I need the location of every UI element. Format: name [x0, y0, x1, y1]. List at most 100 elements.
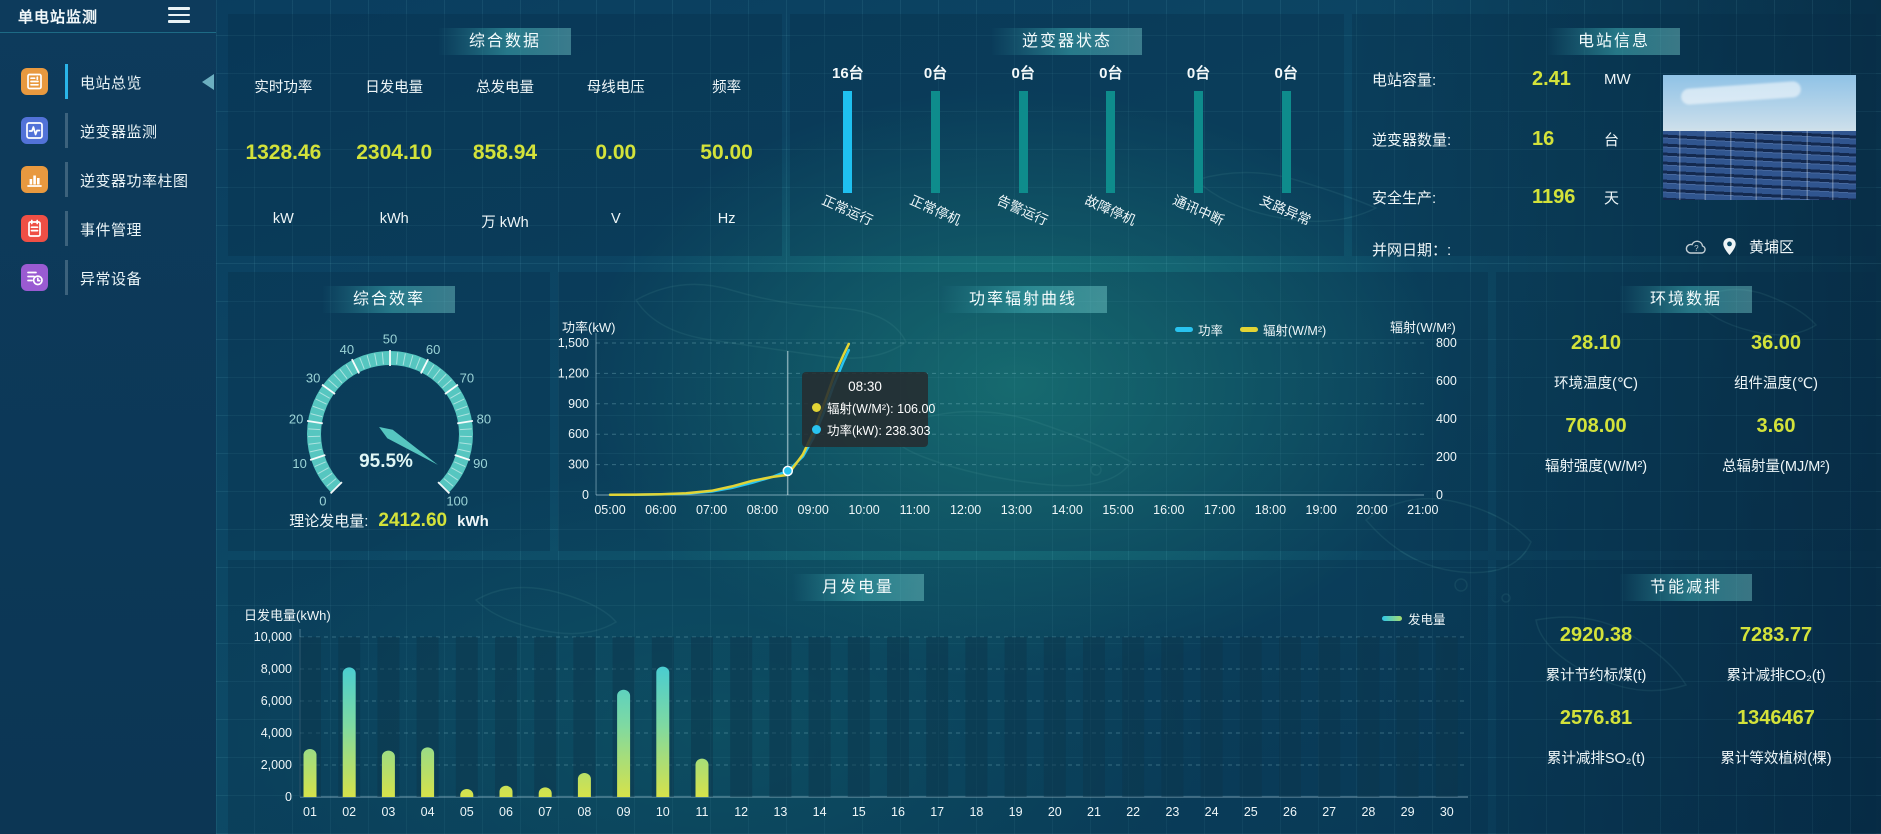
daily-bar-01[interactable]: [303, 749, 317, 797]
hamburger-menu-icon[interactable]: [168, 7, 190, 27]
station-info-panel: 电站信息 电站容量: 2.41 MW 逆变器数量: 16 台 安全生产: 119…: [1352, 14, 1876, 259]
svg-text:600: 600: [1436, 374, 1457, 388]
daily-bar-08[interactable]: [577, 773, 591, 797]
monthly-generation-panel: 0 2,000 4,000 6,000 8,000 10,000 日发电量(kWh) 01 02…: [228, 560, 1488, 834]
svg-text:22: 22: [1126, 805, 1140, 819]
inverter-status-label: 正常运行: [819, 192, 875, 229]
svg-text:发电量: 发电量: [1408, 612, 1446, 627]
sidebar-item-inverter-power-chart[interactable]: 逆变器功率柱图: [0, 155, 216, 204]
inverter-status-bar[interactable]: [1106, 91, 1116, 193]
svg-text:0: 0: [285, 790, 292, 804]
sidebar-menu: 电站总览 逆变器监测 逆变器功率柱图 事: [0, 57, 216, 302]
svg-text:20:00: 20:00: [1356, 503, 1387, 517]
inverter-count-label: 16台: [831, 65, 864, 82]
gauge-value: 95.5%: [359, 451, 413, 472]
sidebar-item-inverter-monitor[interactable]: 逆变器监测: [0, 106, 216, 155]
svg-text:07: 07: [538, 805, 552, 819]
inverter-status-col[interactable]: 0台 故障停机: [1067, 14, 1155, 256]
inverter-status-col[interactable]: 16台正常运行: [804, 14, 892, 256]
svg-text:27: 27: [1322, 805, 1336, 819]
daily-bar-11[interactable]: [695, 758, 709, 797]
svg-text:12:00: 12:00: [950, 503, 981, 517]
daily-bar-06[interactable]: [499, 785, 513, 797]
active-indicator: [65, 162, 68, 197]
svg-text:02: 02: [342, 805, 356, 819]
svg-text:21:00: 21:00: [1407, 503, 1438, 517]
daily-bar-03[interactable]: [381, 750, 395, 797]
svg-text:13:00: 13:00: [1001, 503, 1032, 517]
daily-bar-02[interactable]: [342, 667, 356, 797]
station-photo: [1663, 75, 1856, 200]
active-indicator: [65, 113, 68, 148]
metric-realtime-power: 实时功率 1328.46 kW: [245, 80, 322, 227]
svg-text:40: 40: [340, 342, 354, 357]
theoretical-generation-row: 理论发电量: 2412.60 kWh: [289, 510, 489, 531]
svg-text:?: ?: [1694, 244, 1699, 253]
svg-text:09: 09: [617, 805, 631, 819]
inverter-count-label: 0台: [1274, 65, 1298, 82]
power-radiation-panel: 0 300 600 900 1,200 1,500 0 200 400 600 800 功率(kW) 辐…: [558, 272, 1488, 551]
collapse-panel-arrow-icon[interactable]: [202, 74, 214, 90]
inverter-status-col[interactable]: 0台 支路异常: [1242, 14, 1330, 256]
panel-title: 节能减排: [1619, 574, 1753, 601]
legend-swatch[interactable]: [1175, 327, 1193, 332]
weather-cloud-icon[interactable]: ?: [1684, 238, 1710, 255]
location-pin-icon[interactable]: [1722, 237, 1737, 256]
panel-title: 综合数据: [438, 28, 572, 55]
svg-text:14:00: 14:00: [1052, 503, 1083, 517]
svg-text:07:00: 07:00: [696, 503, 727, 517]
sidebar: 单电站监测 电站总览 逆变器监测: [0, 0, 216, 834]
daily-bar-07[interactable]: [538, 787, 552, 797]
daily-bar-09[interactable]: [617, 689, 631, 797]
sidebar-item-station-overview[interactable]: 电站总览: [0, 57, 216, 106]
inverter-status-chart[interactable]: 16台 正常运行 0台 正常停机 0台 告警运行 0台 故障停机 0台 通讯中断 0台 支路异常: [790, 14, 1344, 256]
tooltip-radiation-row: 辐射(W/M²): 106.00: [812, 398, 935, 417]
legend-swatch[interactable]: [1240, 327, 1258, 332]
stat-trees-equivalent: 1346467 累计等效植树(棵): [1720, 707, 1832, 767]
efficiency-gauge[interactable]: 0 10 20 30 40 50 60 70 80 90 100 95.5%: [273, 328, 508, 533]
svg-text:辐射(W/M²): 辐射(W/M²): [1390, 320, 1456, 335]
svg-text:01: 01: [303, 805, 317, 819]
savings-stats: 2920.38 累计节约标煤(t) 7283.77 累计减排CO₂(t) 257…: [1506, 624, 1866, 768]
sidebar-item-event-management[interactable]: 事件管理: [0, 204, 216, 253]
chart-tooltip: 08:30 辐射(W/M²): 106.00 功率(kW): 238.303: [802, 372, 935, 447]
inverter-count-label: 0台: [1186, 65, 1211, 82]
inverter-status-bar[interactable]: [1281, 91, 1291, 193]
svg-text:05:00: 05:00: [594, 503, 625, 517]
svg-text:25: 25: [1244, 805, 1258, 819]
daily-bar-05[interactable]: [460, 789, 474, 797]
stat-so2-reduced: 2576.81 累计减排SO₂(t): [1546, 707, 1646, 767]
svg-text:2,000: 2,000: [261, 758, 292, 772]
sidebar-item-abnormal-devices[interactable]: 异常设备: [0, 253, 216, 302]
svg-text:10,000: 10,000: [254, 630, 292, 644]
efficiency-panel: 综合效率 0 10 20 30 40 50 60 70 80 90 100 95.5% 理论发电量: …: [228, 272, 550, 551]
station-overview-icon: [21, 68, 48, 95]
svg-text:19:00: 19:00: [1306, 503, 1337, 517]
inverter-status-label: 正常停机: [907, 192, 963, 229]
inverter-status-bar[interactable]: [931, 91, 940, 193]
legend-swatch[interactable]: [1382, 616, 1402, 621]
inverter-status-col[interactable]: 0台 通讯中断: [1155, 14, 1243, 256]
panel-title: 功率辐射曲线: [938, 286, 1108, 313]
power-dot-icon: [812, 425, 821, 434]
svg-text:日发电量(kWh): 日发电量(kWh): [244, 608, 331, 623]
inverter-status-col[interactable]: 0台 告警运行: [979, 14, 1067, 256]
inverter-status-col[interactable]: 0台 正常停机: [892, 14, 980, 256]
panel-title: 环境数据: [1619, 286, 1753, 313]
panel-title: 综合效率: [322, 286, 456, 313]
svg-text:13: 13: [773, 805, 787, 819]
svg-text:50: 50: [383, 332, 397, 347]
daily-bar-10[interactable]: [656, 666, 670, 797]
inverter-status-bar[interactable]: [843, 91, 853, 193]
inverter-status-bar[interactable]: [1018, 91, 1028, 193]
summary-metrics: 实时功率 1328.46 kW 日发电量 2304.10 kWh 总发电量 85…: [228, 14, 782, 256]
metric-total-energy: 总发电量 858.94 万 kWh: [472, 80, 538, 231]
daily-bar-04[interactable]: [421, 747, 435, 797]
svg-text:11: 11: [696, 805, 709, 819]
svg-text:15: 15: [852, 805, 866, 819]
power-radiation-chart[interactable]: 0 300 600 900 1,200 1,500 0 200 400 600 800 功率(kW) 辐…: [558, 272, 1488, 551]
monthly-generation-chart[interactable]: 0 2,000 4,000 6,000 8,000 10,000 日发电量(kWh) 01 02…: [228, 560, 1488, 834]
svg-text:功率: 功率: [1198, 323, 1223, 338]
inverter-status-bar[interactable]: [1194, 91, 1204, 193]
metric-bus-voltage: 母线电压 0.00 V: [586, 80, 645, 227]
